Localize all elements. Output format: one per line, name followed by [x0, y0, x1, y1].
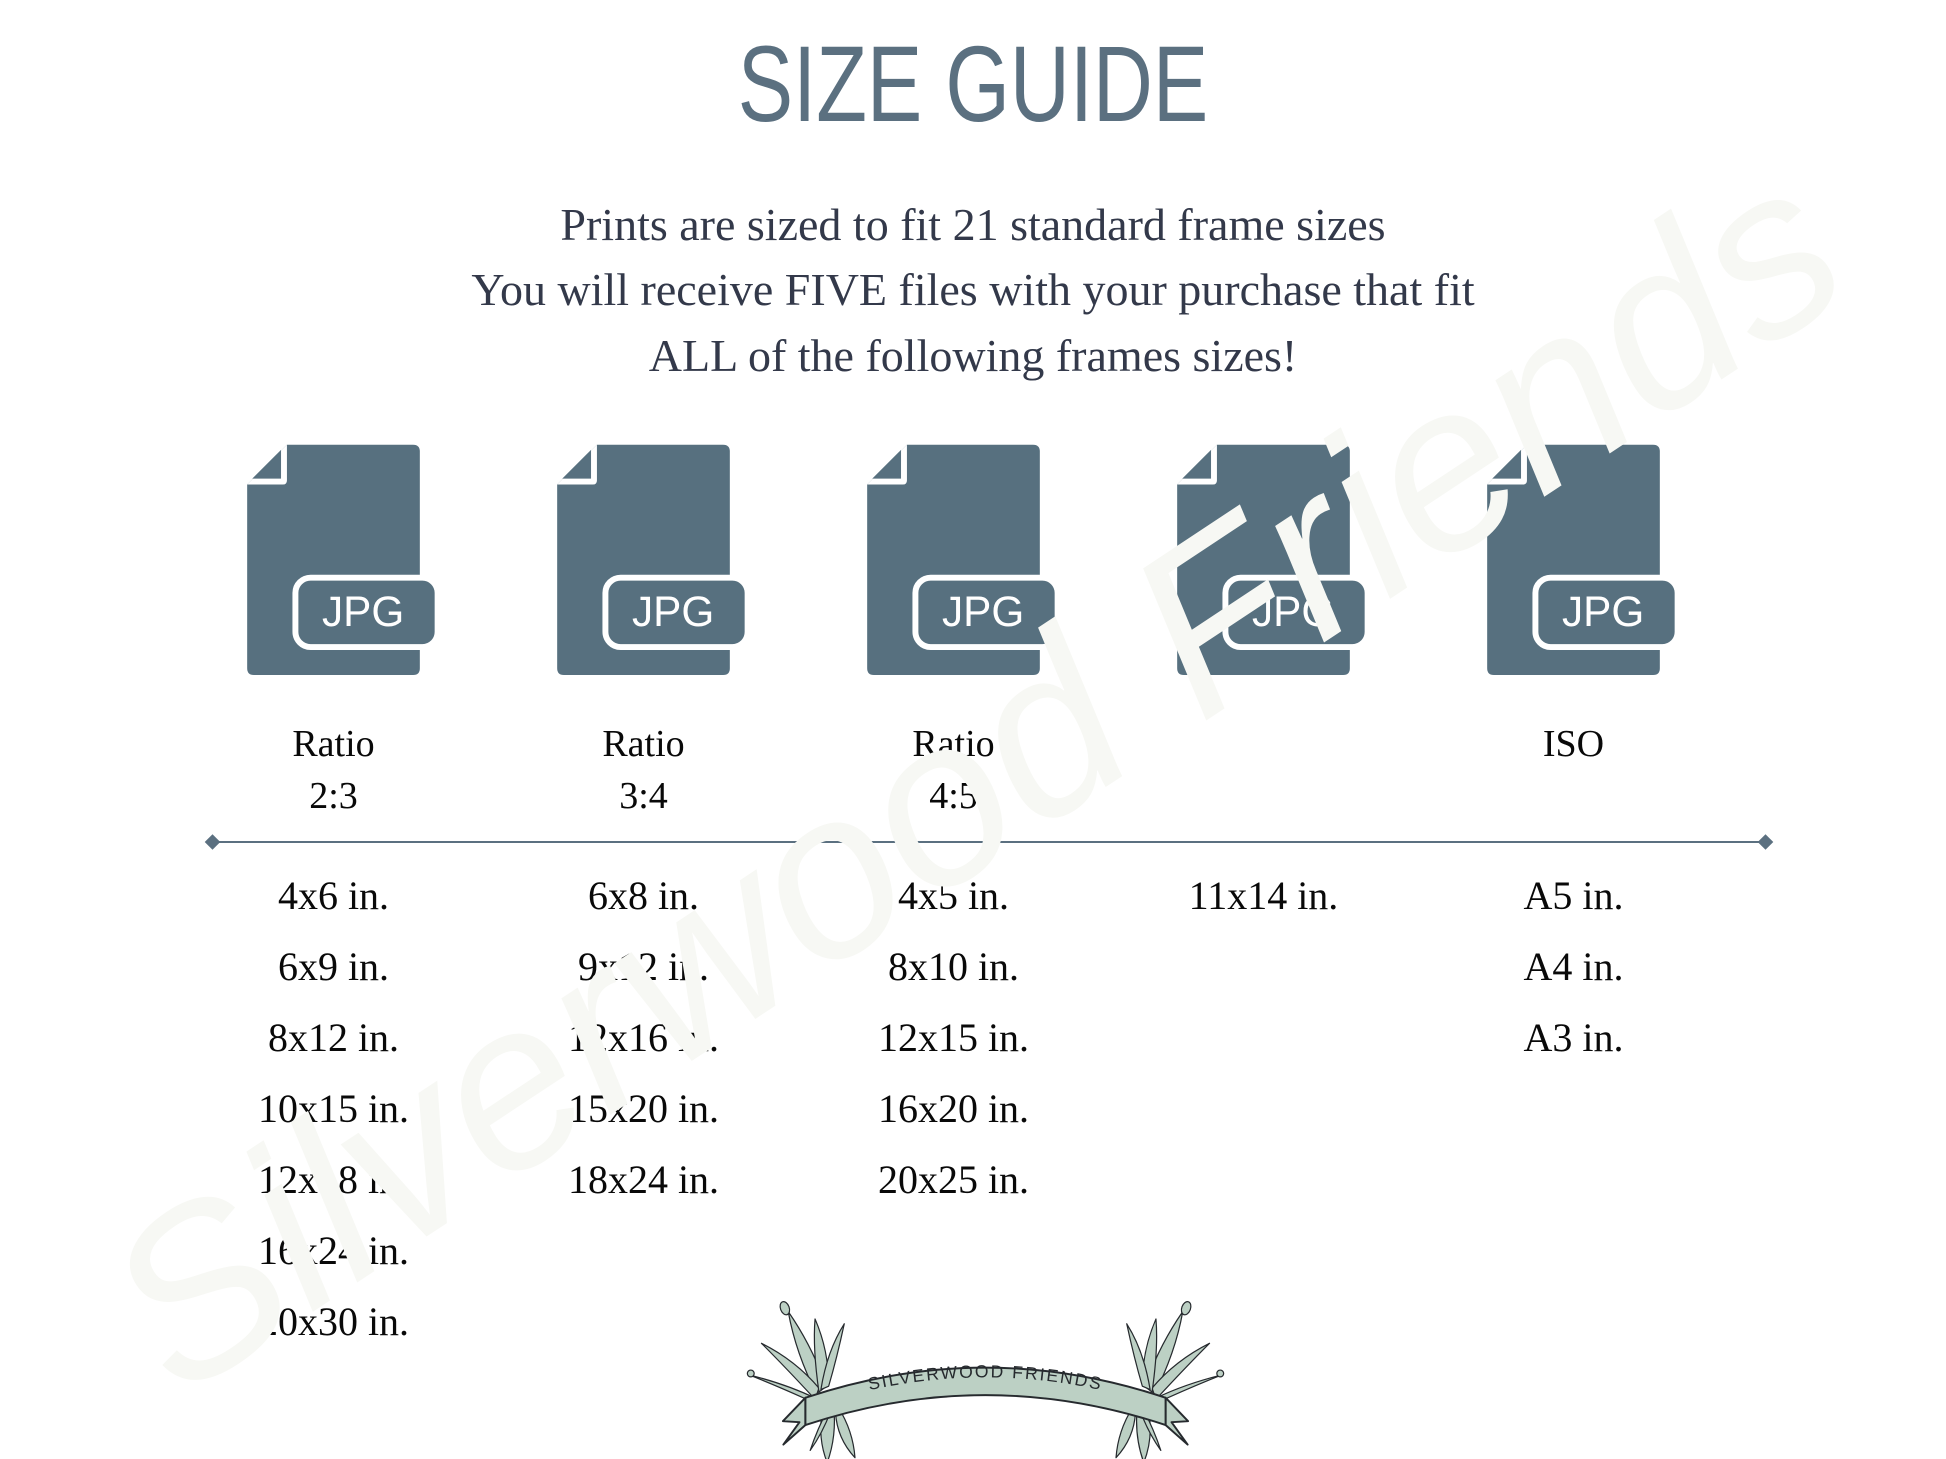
- svg-text:JPG: JPG: [1562, 588, 1644, 635]
- svg-text:JPG: JPG: [322, 588, 404, 635]
- svg-text:JPG: JPG: [632, 588, 714, 635]
